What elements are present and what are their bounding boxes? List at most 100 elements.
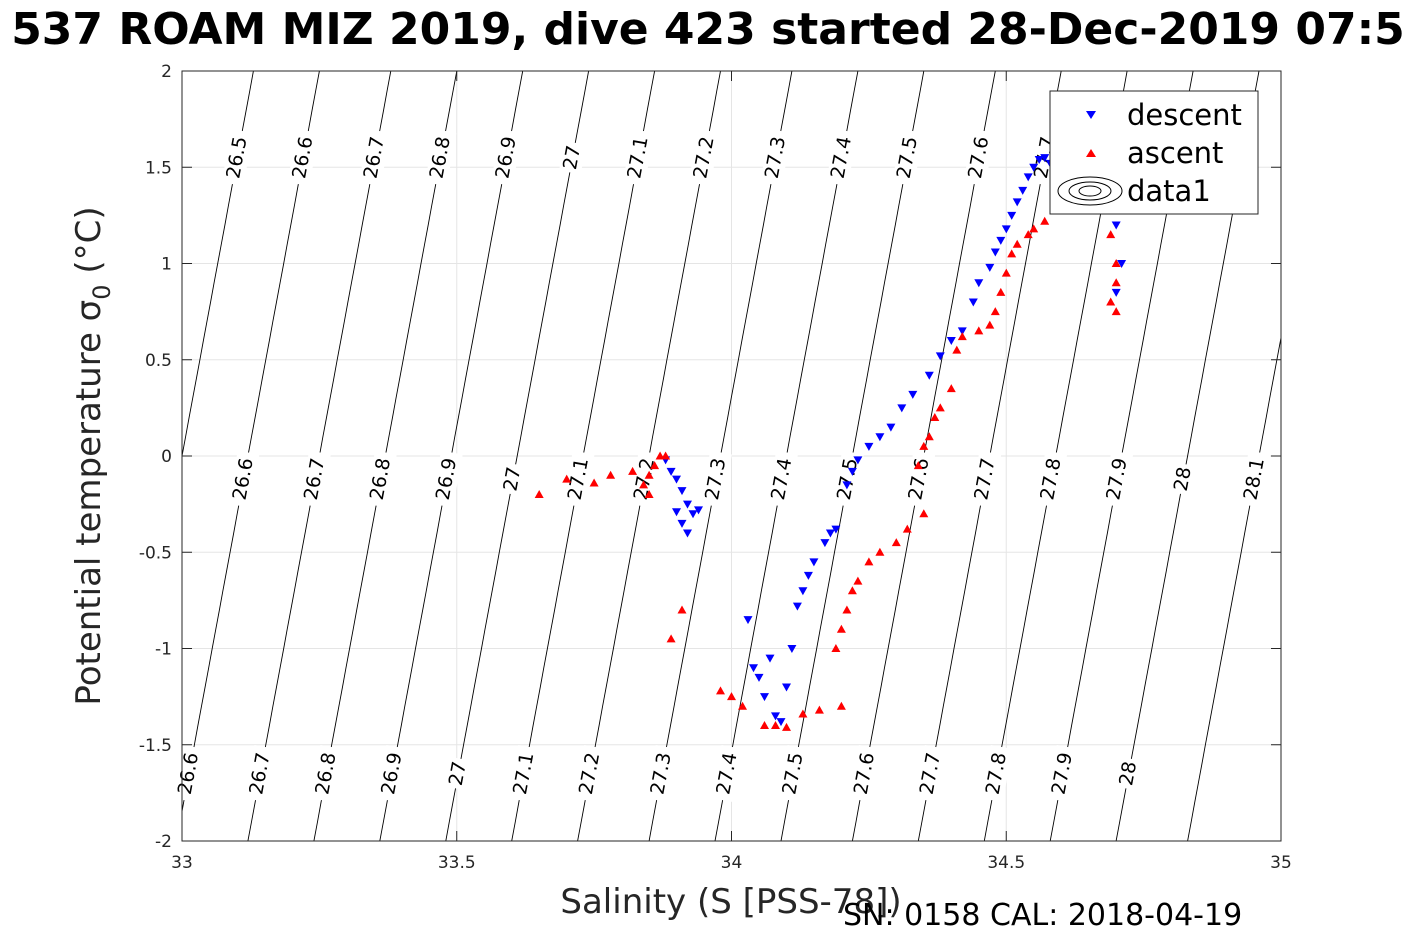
descent-point-6 <box>688 510 698 519</box>
descent-point-7 <box>677 519 687 528</box>
contour-label-bg-mid-2 <box>299 450 331 508</box>
contour-label-bg-top-7 <box>688 129 721 187</box>
contour-label-bg-bottom-2 <box>310 745 343 803</box>
descent-point-44 <box>1007 211 1017 220</box>
ascent-point-10 <box>644 490 654 498</box>
ascent-point-3 <box>606 470 616 479</box>
descent-point-41 <box>990 248 1000 257</box>
contour-label-bg-bottom-14 <box>1115 756 1143 791</box>
ascent-point-21 <box>836 701 846 710</box>
ascent-point-2 <box>589 478 599 487</box>
contour-label-bg-top-6 <box>622 129 655 187</box>
descent-point-16 <box>776 718 786 727</box>
descent-point-35 <box>935 352 945 361</box>
ascent-point-45 <box>1007 249 1017 258</box>
contour-label-bg-bottom-9 <box>777 745 810 803</box>
contour-label-bg-top-11 <box>963 129 995 187</box>
y-tick-label-5: -0.5 <box>139 543 172 563</box>
ascent-point-58 <box>1106 297 1116 306</box>
contour-label-bg-top-5 <box>559 140 587 175</box>
descent-point-20 <box>798 587 808 596</box>
ascent-point-55 <box>1106 230 1116 239</box>
ascent-point-37 <box>946 384 956 393</box>
contour-label-mid-15: 28 <box>1170 465 1196 493</box>
contour-label-bg-top-1 <box>287 129 320 187</box>
ascent-point-59 <box>1111 307 1121 316</box>
contour-label-bg-bottom-8 <box>711 745 744 803</box>
ascent-point-1 <box>562 474 572 483</box>
ascent-point-28 <box>875 547 885 556</box>
ascent-point-35 <box>930 413 940 421</box>
descent-point-14 <box>760 693 769 702</box>
descent-point-43 <box>1001 225 1011 234</box>
contour-label-bg-mid-5 <box>499 462 527 496</box>
descent-point-37 <box>957 327 967 336</box>
ascent-point-20 <box>814 705 824 714</box>
y-tick-label-2: 1 <box>161 255 172 275</box>
descent-point-8 <box>683 529 692 538</box>
descent-point-58 <box>1111 221 1121 230</box>
y-axis-label-subscript: 0 <box>88 284 116 299</box>
descent-point-60 <box>1111 288 1121 297</box>
ascent-point-7 <box>650 461 660 470</box>
descent-point-47 <box>1023 173 1033 182</box>
legend-ascent-marker <box>1086 149 1096 157</box>
x-tick-label-4: 35 <box>1270 853 1292 873</box>
legend-data1-label: data1 <box>1127 174 1211 208</box>
ascent-point-26 <box>853 576 863 585</box>
contour-label-bg-mid-11 <box>903 450 936 508</box>
chart-title: 537 ROAM MIZ 2019, dive 423 started 28-D… <box>11 4 1405 55</box>
descent-point-22 <box>809 558 819 567</box>
ascent-point-18 <box>782 722 791 731</box>
contour-label-bg-bottom-1 <box>244 745 277 803</box>
ascent-point-22 <box>831 644 841 652</box>
descent-point-19 <box>792 602 802 611</box>
x-axis-label: Salinity (S [PSS-78]) <box>560 882 901 922</box>
contour-label-bg-mid-4 <box>431 450 463 508</box>
ascent-point-16 <box>760 721 769 729</box>
ascent-point-5 <box>639 480 649 489</box>
ascent-point-25 <box>847 586 857 595</box>
contour-label-bg-top-9 <box>826 129 858 187</box>
descent-point-26 <box>842 481 852 490</box>
isopycnal-26.5 <box>182 71 254 459</box>
contour-label-bg-bottom-12 <box>981 745 1013 803</box>
y-tick-label-3: 0.5 <box>145 351 172 371</box>
ascent-point-40 <box>974 326 984 335</box>
contour-label-top-5: 27 <box>559 144 585 172</box>
descent-point-31 <box>886 423 896 432</box>
descent-point-29 <box>864 442 874 451</box>
ascent-point-31 <box>919 509 929 518</box>
descent-point-50 <box>1040 154 1050 163</box>
descent-point-17 <box>782 683 791 692</box>
y-tick-label-6: -1 <box>155 640 172 660</box>
contour-label-bg-bottom-0 <box>173 745 205 803</box>
ascent-point-48 <box>1029 224 1039 233</box>
descent-point-13 <box>765 654 775 663</box>
descent-point-59 <box>1117 260 1127 268</box>
descent-point-33 <box>908 390 918 399</box>
descent-point-34 <box>924 371 934 380</box>
legend-descent-label: descent <box>1127 98 1242 132</box>
legend-descent-marker <box>1086 111 1096 119</box>
ascent-point-29 <box>891 538 901 547</box>
contour-label-bg-bottom-10 <box>849 745 881 803</box>
y-axis-label-unit: (°C) <box>69 206 109 284</box>
ascent-point-17 <box>771 721 780 729</box>
x-tick-label-2: 34 <box>721 853 743 873</box>
contour-label-bg-mid-10 <box>832 450 864 508</box>
ascent-point-11 <box>677 605 687 614</box>
legend-contour-icon <box>1057 176 1123 206</box>
ascent-point-57 <box>1111 278 1121 287</box>
ascent-point-39 <box>957 332 967 341</box>
descent-point-11 <box>749 664 758 673</box>
ascent-point-46 <box>1012 239 1022 248</box>
contour-label-bg-mid-8 <box>700 450 732 508</box>
y-axis-label: Potential temperature σ0 (°C) <box>69 206 116 705</box>
descent-point-28 <box>853 456 863 465</box>
y-tick-label-7: -1.5 <box>139 736 172 756</box>
ascent-point-56 <box>1111 259 1121 267</box>
descent-point-36 <box>946 337 956 345</box>
ascent-point-12 <box>666 634 676 643</box>
legend[interactable]: descent ascent data1 <box>1049 90 1259 215</box>
